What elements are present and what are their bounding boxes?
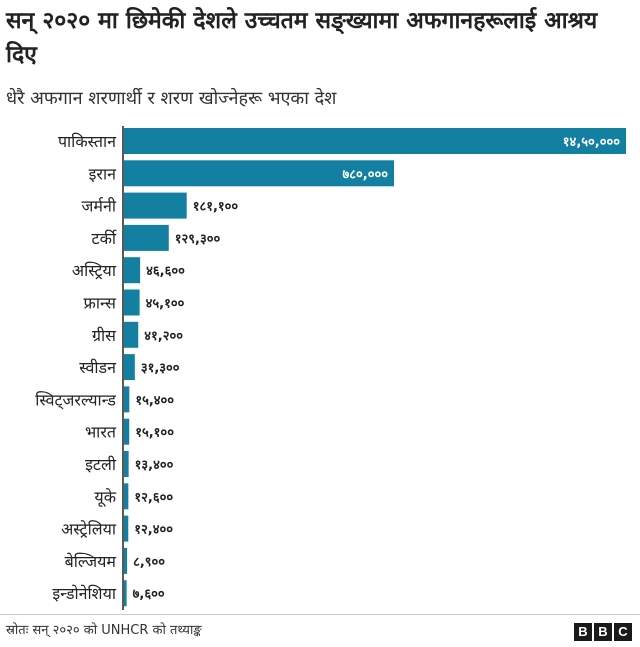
bar — [124, 224, 169, 251]
bbc-logo: B B C — [574, 623, 632, 641]
bar — [124, 580, 127, 607]
bar — [124, 257, 141, 284]
bbc-logo-letter: B — [594, 623, 612, 641]
value-label: १५,१०० — [135, 426, 174, 441]
value-label: १२९,३०० — [175, 232, 221, 247]
bar — [124, 386, 130, 413]
bar — [124, 128, 626, 154]
value-label: १३,४०० — [135, 458, 174, 473]
category-label: यूके — [94, 487, 116, 507]
bar — [124, 483, 129, 510]
value-label: १५,४०० — [135, 393, 174, 408]
chart-subtitle: धेरै अफगान शरणार्थी र शरण खोज्नेहरू भएका… — [6, 88, 337, 109]
bar — [124, 192, 187, 219]
category-label: अस्ट्रेलिया — [61, 520, 117, 539]
category-label: जर्मनी — [82, 197, 117, 216]
chart-title: सन् २०२० मा छिमेकी देशले उच्चतम सङ्ख्याम… — [6, 8, 598, 68]
value-label: १८१,१०० — [193, 200, 239, 215]
value-label: ७८०,००० — [343, 167, 389, 182]
bar — [124, 515, 129, 542]
bar — [124, 321, 139, 348]
footer-divider — [0, 614, 640, 615]
bbc-logo-letter: C — [614, 623, 632, 641]
bar — [124, 451, 129, 477]
bar — [124, 418, 130, 445]
category-label: स्वीडन — [79, 358, 117, 377]
bar — [124, 354, 135, 381]
category-label: अस्ट्रिया — [72, 261, 117, 280]
value-label: ७,६०० — [133, 587, 165, 602]
category-label: इन्डोनेशिया — [52, 584, 116, 603]
value-label: ८,९०० — [133, 555, 165, 570]
value-label: १४,५०,००० — [563, 135, 620, 150]
bar — [124, 160, 395, 187]
value-label: १२,६०० — [134, 490, 173, 505]
bar — [124, 289, 140, 316]
category-label: स्विट्जरल्यान्ड — [35, 390, 116, 410]
category-label: इरान — [89, 164, 118, 183]
category-label: भारत — [85, 423, 117, 442]
bar-chart: पाकिस्तान १४,५०,००० इरान ७८०,००० जर्मनी १८१,१… — [35, 126, 626, 610]
value-label: ३१,३०० — [141, 361, 180, 376]
value-label: ४५,१०० — [146, 297, 185, 312]
value-label: ४६,६०० — [146, 264, 185, 279]
bar — [124, 547, 128, 574]
category-label: टर्की — [92, 229, 117, 248]
category-label: इटली — [85, 455, 117, 474]
source-note: स्रोतः सन् २०२० को UNHCR को तथ्याङ्क — [6, 623, 202, 638]
category-label: पाकिस्तान — [58, 132, 117, 151]
value-label: १२,४०० — [134, 523, 173, 538]
bbc-logo-letter: B — [574, 623, 592, 641]
category-label: ग्रीस — [92, 326, 117, 345]
value-label: ४१,२०० — [144, 329, 183, 344]
category-label: फ्रान्स — [84, 294, 118, 313]
category-label: बेल्जियम — [65, 552, 117, 571]
